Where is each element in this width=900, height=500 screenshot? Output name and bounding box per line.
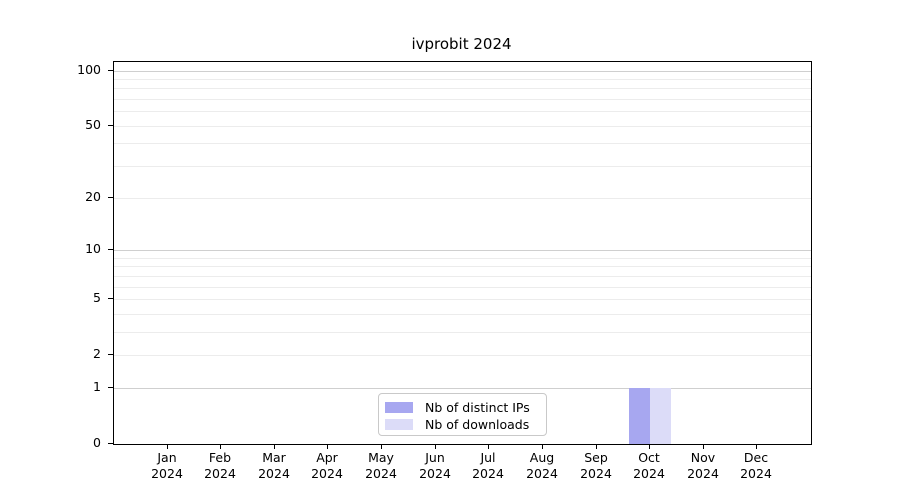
minor-gridline [114,314,811,315]
x-tick-label: Dec 2024 [740,450,772,481]
y-tick-mark [108,387,113,388]
bar-distinct-ips [629,388,650,444]
minor-gridline [114,266,811,267]
y-tick-label: 5 [93,290,101,305]
x-tick-mark [327,445,328,449]
legend-label-downloads: Nb of downloads [425,417,530,432]
minor-gridline [114,99,811,100]
minor-gridline [114,287,811,288]
minor-gridline [114,111,811,112]
x-tick-mark [649,445,650,449]
y-tick-label: 50 [85,117,101,132]
x-tick-label: Jul 2024 [472,450,504,481]
x-tick-label: Aug 2024 [526,450,558,481]
x-tick-mark [167,445,168,449]
x-tick-mark [756,445,757,449]
legend: Nb of distinct IPs Nb of downloads [378,393,547,436]
y-tick-mark [108,443,113,444]
x-tick-label: May 2024 [365,450,397,481]
y-tick-mark [108,354,113,355]
x-tick-label: Feb 2024 [204,450,236,481]
x-tick-mark [381,445,382,449]
y-tick-mark [108,70,113,71]
x-tick-label: Nov 2024 [687,450,719,481]
x-tick-label: Apr 2024 [311,450,343,481]
minor-gridline [114,88,811,89]
minor-gridline [114,79,811,80]
bar-downloads [650,388,671,444]
x-tick-mark [435,445,436,449]
minor-gridline [114,276,811,277]
y-tick-mark [108,197,113,198]
y-tick-label: 1 [93,379,101,394]
legend-swatch-distinct-ips [385,402,413,413]
bars-layer [114,62,811,444]
x-tick-mark [703,445,704,449]
major-gridline [114,250,811,251]
chart-title: ivprobit 2024 [411,35,512,53]
minor-gridline [114,126,811,127]
x-tick-label: Sep 2024 [580,450,612,481]
y-tick-mark [108,298,113,299]
legend-label-distinct-ips: Nb of distinct IPs [425,400,530,415]
gridlines-layer [114,62,811,444]
x-tick-label: Oct 2024 [633,450,665,481]
minor-gridline [114,355,811,356]
minor-gridline [114,258,811,259]
x-tick-mark [488,445,489,449]
x-tick-label: Jan 2024 [151,450,183,481]
minor-gridline [114,198,811,199]
legend-item-downloads: Nb of downloads [385,416,538,433]
y-tick-label: 0 [93,435,101,450]
x-tick-mark [274,445,275,449]
y-tick-label: 2 [93,346,101,361]
minor-gridline [114,299,811,300]
major-gridline [114,388,811,389]
x-tick-mark [596,445,597,449]
minor-gridline [114,332,811,333]
y-tick-mark [108,249,113,250]
plot-area [113,61,812,445]
x-tick-label: Jun 2024 [419,450,451,481]
x-tick-mark [542,445,543,449]
minor-gridline [114,166,811,167]
y-tick-mark [108,125,113,126]
minor-gridline [114,143,811,144]
x-tick-label: Mar 2024 [258,450,290,481]
y-tick-label: 20 [85,189,101,204]
x-tick-mark [220,445,221,449]
y-tick-label: 10 [85,241,101,256]
major-gridline [114,71,811,72]
y-tick-label: 100 [77,62,101,77]
legend-swatch-downloads [385,419,413,430]
legend-item-distinct-ips: Nb of distinct IPs [385,399,538,416]
